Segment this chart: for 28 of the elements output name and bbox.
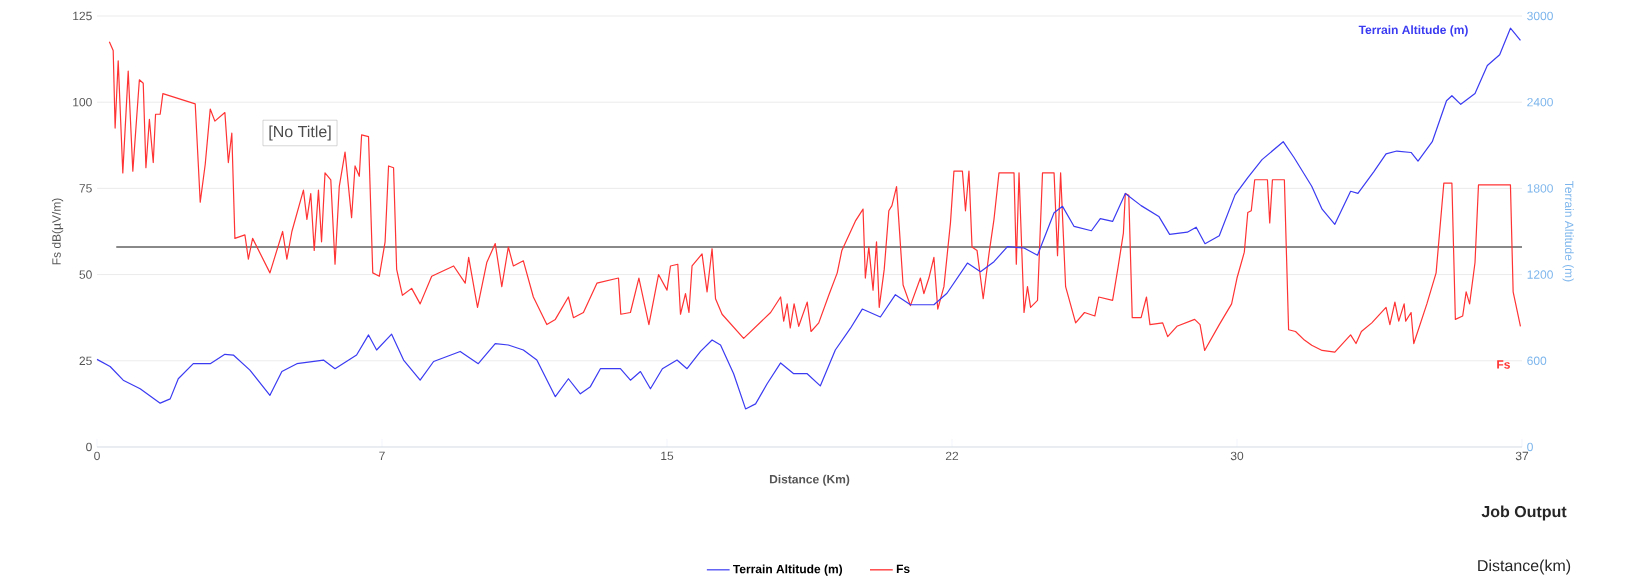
text: Terrain Altitude (m)	[1358, 25, 1468, 37]
x-tick-label: 30	[1230, 451, 1244, 461]
y-tick-label: 100	[73, 97, 92, 107]
x-tick-label: 15	[661, 451, 674, 461]
x-tick-label: 7	[379, 451, 385, 460]
y2-tick-label: 0	[1527, 442, 1533, 452]
text: Distance(km)	[1478, 559, 1571, 575]
y-tick-label: 0	[86, 442, 92, 452]
y-axis-title: Fs dB(µV/m)	[51, 198, 64, 265]
y-tick-label: 75	[79, 184, 92, 193]
y-tick-label: 50	[79, 270, 92, 279]
y2-tick-label: 1200	[1527, 270, 1553, 279]
text: Fs	[1497, 360, 1510, 369]
x-tick-label: 22	[945, 451, 959, 461]
x-tick-label: 0	[94, 451, 100, 461]
y-tick-label: 125	[73, 11, 92, 21]
y2-tick-label: 600	[1527, 356, 1547, 366]
legend-label: Fs	[896, 564, 910, 574]
legend-label: Terrain Altitude (m)	[733, 564, 843, 576]
x-tick-label: 37	[1515, 451, 1529, 461]
y2-tick-label: 1800	[1527, 184, 1553, 193]
y2-tick-label: 3000	[1527, 11, 1553, 21]
y-tick-label: 25	[79, 356, 92, 366]
text: Job Output	[1481, 505, 1567, 521]
y2-axis-title: Terrain Altitude (m)	[1562, 181, 1574, 282]
x-axis-title: Distance (Km)	[769, 474, 850, 486]
annotation: [No Title]	[269, 125, 331, 141]
y2-tick-label: 2400	[1527, 97, 1553, 107]
